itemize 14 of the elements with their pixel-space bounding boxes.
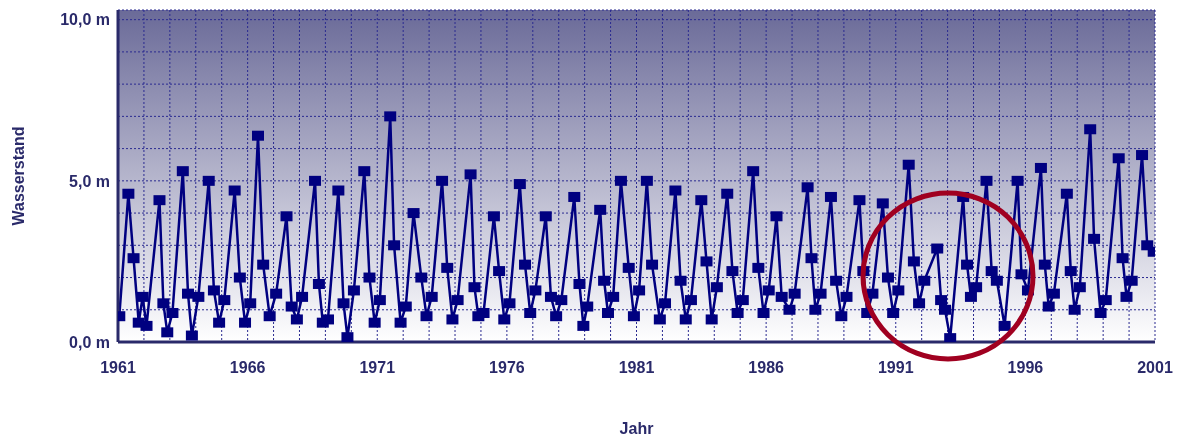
x-tick-label: 1966 <box>229 359 266 377</box>
x-tick-label: 1976 <box>489 359 525 377</box>
x-tick-label: 2001 <box>1137 359 1173 377</box>
x-tick-label: 1996 <box>1007 359 1044 377</box>
y-tick-label: 0,0 m <box>69 333 110 351</box>
x-tick-label: 1986 <box>748 359 785 377</box>
x-tick-label: 1981 <box>618 359 655 377</box>
x-tick-label: 1991 <box>877 359 914 377</box>
y-tick-label: 10,0 m <box>60 11 110 29</box>
x-tick-label: 1971 <box>359 359 396 377</box>
y-axis-title: Wasserstand <box>9 126 27 226</box>
x-tick-label: 1961 <box>100 359 136 377</box>
x-axis-title: Jahr <box>619 420 654 437</box>
y-tick-label: 5,0 m <box>69 172 110 190</box>
